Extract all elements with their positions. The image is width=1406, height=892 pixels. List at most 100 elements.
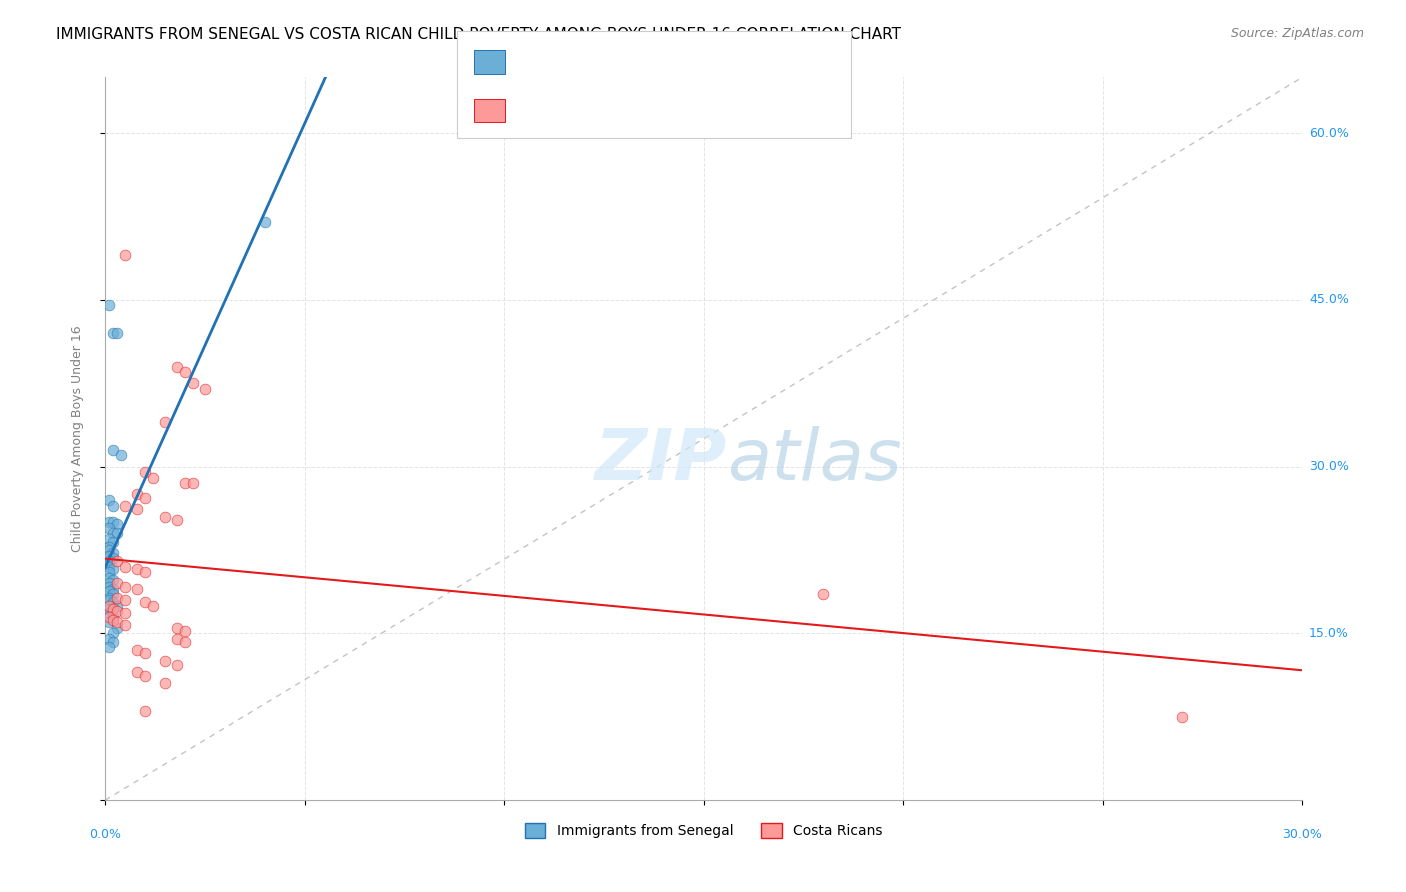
Point [98, 576, 121, 591]
Point [110, 449, 132, 463]
Point [101, 326, 124, 341]
Point [98, 566, 121, 580]
Point [101, 587, 124, 601]
Legend: Immigrants from Senegal, Costa Ricans: Immigrants from Senegal, Costa Ricans [519, 818, 889, 844]
Point [173, 476, 195, 491]
Point [194, 382, 217, 396]
Point [98, 540, 121, 554]
Point [114, 559, 136, 574]
Point [98, 584, 121, 599]
Point [105, 526, 128, 541]
Point [166, 621, 188, 635]
Point [105, 621, 128, 635]
Point [101, 546, 124, 560]
Point [114, 248, 136, 262]
Point [142, 599, 165, 613]
Point [101, 573, 124, 587]
Text: Source: ZipAtlas.com: Source: ZipAtlas.com [1230, 27, 1364, 40]
Point [101, 635, 124, 649]
Point [134, 465, 156, 479]
Point [153, 654, 176, 668]
Y-axis label: Child Poverty Among Boys Under 16: Child Poverty Among Boys Under 16 [72, 326, 84, 552]
Point [114, 617, 136, 632]
Point [114, 607, 136, 621]
Point [101, 602, 124, 616]
Point [134, 647, 156, 661]
Point [101, 626, 124, 640]
Point [105, 326, 128, 341]
Point [98, 559, 121, 574]
Point [153, 415, 176, 429]
Point [125, 643, 148, 657]
Point [101, 535, 124, 549]
Text: ZIP: ZIP [595, 426, 727, 495]
Point [98, 602, 121, 616]
Point [181, 476, 204, 491]
Point [105, 604, 128, 618]
Point [114, 593, 136, 607]
Point [98, 593, 121, 607]
Text: 30.0%: 30.0% [1309, 460, 1348, 473]
Point [101, 526, 124, 541]
Point [114, 499, 136, 513]
Point [98, 640, 121, 654]
Point [134, 491, 156, 505]
Point [98, 607, 121, 621]
Point [98, 549, 121, 563]
Point [101, 499, 124, 513]
Point [98, 554, 121, 568]
Point [105, 599, 128, 613]
Point [101, 609, 124, 624]
Point [114, 580, 136, 594]
Point [166, 657, 188, 672]
Point [98, 599, 121, 613]
Point [142, 471, 165, 485]
Point [101, 515, 124, 529]
Point [173, 635, 195, 649]
Point [153, 676, 176, 690]
Point [134, 595, 156, 609]
Point [134, 704, 156, 718]
Point [105, 591, 128, 605]
Point [125, 501, 148, 516]
Point [1171, 710, 1194, 724]
Text: 30.0%: 30.0% [1282, 828, 1322, 841]
Text: R = -0.025   N = 49: R = -0.025 N = 49 [516, 103, 689, 118]
Point [98, 298, 121, 312]
Point [173, 365, 195, 379]
Point [125, 562, 148, 576]
Point [166, 513, 188, 527]
Point [813, 587, 835, 601]
Text: IMMIGRANTS FROM SENEGAL VS COSTA RICAN CHILD POVERTY AMONG BOYS UNDER 16 CORRELA: IMMIGRANTS FROM SENEGAL VS COSTA RICAN C… [56, 27, 901, 42]
Point [134, 668, 156, 682]
Point [253, 215, 276, 229]
Point [134, 566, 156, 580]
Point [166, 632, 188, 646]
Point [125, 487, 148, 501]
Point [101, 595, 124, 609]
Point [98, 558, 121, 572]
Point [166, 359, 188, 374]
Point [98, 515, 121, 529]
Point [125, 665, 148, 680]
Text: 60.0%: 60.0% [1309, 127, 1348, 139]
Point [98, 571, 121, 585]
Point [98, 543, 121, 558]
Text: atlas: atlas [727, 426, 903, 495]
Point [101, 442, 124, 457]
Point [98, 632, 121, 646]
Point [98, 615, 121, 630]
Point [98, 521, 121, 535]
Point [98, 591, 121, 605]
Point [173, 624, 195, 639]
Point [105, 615, 128, 630]
Text: R =  0.262   N = 46: R = 0.262 N = 46 [516, 54, 689, 70]
Point [181, 376, 204, 391]
Text: 45.0%: 45.0% [1309, 293, 1348, 306]
Point [98, 532, 121, 546]
Point [105, 576, 128, 591]
Point [125, 582, 148, 596]
Text: 15.0%: 15.0% [1309, 627, 1348, 640]
Point [153, 509, 176, 524]
Point [101, 550, 124, 565]
